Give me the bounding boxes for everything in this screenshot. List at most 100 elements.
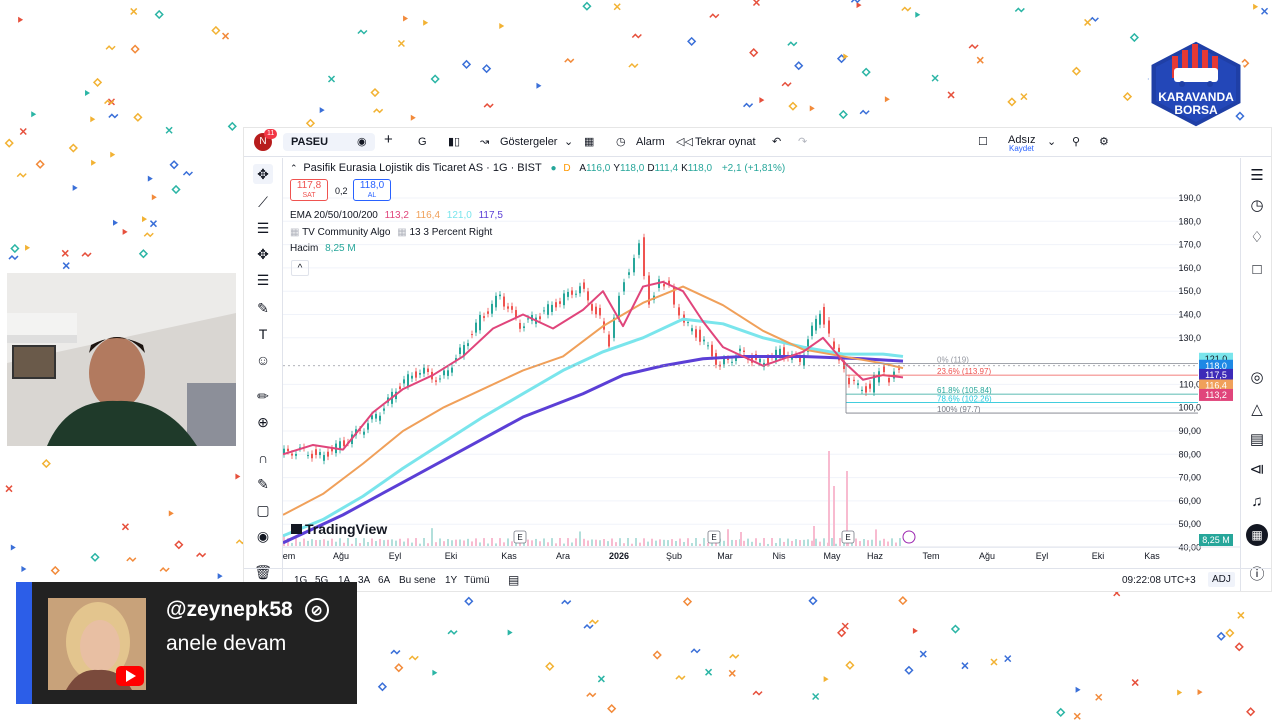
layout-name[interactable]: Adsız	[1008, 134, 1036, 146]
volume-spike	[828, 451, 830, 546]
volume-bar	[811, 540, 813, 546]
visibility-eye-icon[interactable]: ◉	[256, 527, 270, 544]
price-chart[interactable]: 190,0 180,0 170,0 160,0 150,0 140,0 130,0 110,0…	[283, 158, 1240, 568]
clock-time[interactable]: 09:22:08 UTC+3	[1122, 575, 1196, 586]
pattern-icon[interactable]: ✥	[257, 245, 269, 262]
help-icon[interactable]: ⓘ	[1249, 565, 1265, 583]
candle-body	[711, 344, 713, 357]
candle-body	[523, 326, 525, 328]
fib-tool-icon[interactable]: ☰	[256, 271, 270, 288]
sell-button[interactable]: 117,8 SAT	[290, 179, 328, 201]
candle-body	[383, 408, 385, 411]
adj-toggle[interactable]: ADJ	[1208, 572, 1235, 587]
candle-body	[539, 316, 541, 320]
symbol-search[interactable]: PASEU	[283, 133, 375, 151]
confetti-square	[90, 552, 100, 562]
buy-button[interactable]: 118,0 AL	[353, 179, 391, 201]
lock-icon[interactable]: ▢	[256, 501, 270, 518]
confetti-squiggle	[104, 99, 115, 105]
brush-icon[interactable]: ✎	[257, 299, 269, 316]
candle-body	[543, 310, 545, 312]
candle-body	[551, 304, 553, 312]
trash-icon[interactable]: 🗑	[254, 563, 272, 580]
lock-drawings-icon[interactable]: ✎	[257, 475, 269, 492]
crosshair-icon[interactable]: ✥	[253, 164, 273, 184]
tradingview-logo-icon	[291, 524, 302, 534]
zoom-icon[interactable]: ⊕	[257, 413, 269, 430]
confetti-square	[861, 67, 871, 77]
ohlc-key: D	[647, 163, 655, 174]
range-6a[interactable]: 6A	[378, 575, 391, 586]
undo-icon[interactable]: ↶	[772, 136, 782, 148]
range-5g[interactable]: 5G	[315, 575, 329, 586]
bell-icon[interactable]: ♫	[1251, 492, 1263, 510]
volume-bar	[799, 540, 801, 546]
ohlc-value: 111,4	[654, 163, 679, 174]
confetti-squiggle	[901, 6, 912, 12]
chat-icon[interactable]: □	[1252, 260, 1262, 278]
redo-icon[interactable]: ↷	[798, 136, 808, 148]
eye-icon[interactable]: ◉	[357, 136, 367, 148]
legend-collapse-icon[interactable]: ⌃	[290, 163, 298, 173]
range-3a[interactable]: 3A	[358, 575, 371, 586]
ema-label[interactable]: EMA 20/50/100/200	[290, 210, 378, 221]
broadcast-icon[interactable]: ⧏	[1249, 461, 1265, 478]
clock-icon[interactable]: ◷	[1250, 197, 1264, 214]
range-all[interactable]: Tümü	[464, 575, 490, 586]
volume-bar	[283, 534, 285, 546]
candle-body	[339, 441, 341, 450]
legend-collapse-button[interactable]: ^	[291, 260, 309, 276]
range-1y[interactable]: 1Y	[445, 575, 458, 586]
volume-bar	[751, 541, 753, 546]
magnet-icon[interactable]: ∩	[257, 450, 269, 466]
layout-checkbox-icon[interactable]: ☐	[978, 136, 988, 148]
volume-bar	[555, 543, 557, 546]
candle-body	[563, 293, 565, 306]
watchlist-icon[interactable]: ☰	[1250, 167, 1264, 184]
horizontal-lines-icon[interactable]: ☰	[256, 219, 270, 236]
target-icon[interactable]: ◎	[1250, 369, 1264, 386]
confetti-triangle	[18, 16, 24, 23]
volume-bar	[387, 539, 389, 546]
layout-save[interactable]: Kaydet	[1009, 144, 1034, 153]
candle-body	[447, 370, 449, 376]
algo-label[interactable]: TV Community Algo	[302, 227, 391, 238]
layers-icon[interactable]: ♢	[1250, 229, 1264, 246]
volume-bar	[759, 542, 761, 546]
interval-button[interactable]: G	[418, 136, 427, 148]
range-ytd[interactable]: Bu sene	[399, 575, 436, 586]
confetti-cross	[121, 523, 129, 531]
range-1a[interactable]: 1A	[338, 575, 351, 586]
legend-title[interactable]: Pasifik Eurasia Lojistik dis Ticaret AS …	[303, 162, 542, 174]
apps-grid-icon[interactable]: ▦	[1246, 524, 1268, 546]
earnings-marker-label: E	[845, 533, 850, 542]
x-tick-label: Kas	[501, 551, 517, 561]
calendar-icon[interactable]: ▤	[1249, 431, 1265, 448]
date-range-icon[interactable]: ▤	[508, 573, 520, 587]
trendline-icon[interactable]: ⟋	[258, 193, 268, 210]
alarm-button[interactable]: Alarm	[636, 136, 665, 148]
add-symbol-button[interactable]: +	[384, 131, 393, 148]
volume-label[interactable]: Hacim	[290, 243, 319, 254]
confetti-square	[1235, 111, 1245, 121]
candle-body	[511, 306, 513, 310]
price-tag-text: 113,2	[1205, 390, 1227, 400]
price-tag-text: 116,4	[1205, 380, 1227, 390]
candle-body	[807, 339, 809, 352]
text-tool-icon[interactable]: T	[258, 326, 268, 342]
confetti-square	[174, 540, 184, 550]
ruler-icon[interactable]: ✏	[257, 387, 269, 404]
indicators-button[interactable]: Göstergeler	[500, 136, 558, 148]
candle-type-icon[interactable]: ▮▯	[448, 136, 461, 148]
triangle-icon[interactable]: △	[1251, 401, 1263, 418]
quick-search-icon[interactable]: ⚲	[1072, 136, 1081, 148]
range-1g[interactable]: 1G	[294, 575, 308, 586]
emoji-icon[interactable]: ☺	[255, 352, 271, 368]
layout-chevron-icon[interactable]: ⌄	[1047, 136, 1057, 148]
volume-bar	[303, 538, 305, 546]
replay-button[interactable]: Tekrar oynat	[695, 136, 756, 148]
confetti-squiggle	[357, 29, 368, 35]
templates-icon[interactable]: ▦	[584, 136, 595, 148]
chevron-down-icon[interactable]: ⌄	[564, 136, 574, 148]
settings-gear-icon[interactable]: ⚙	[1099, 136, 1109, 148]
